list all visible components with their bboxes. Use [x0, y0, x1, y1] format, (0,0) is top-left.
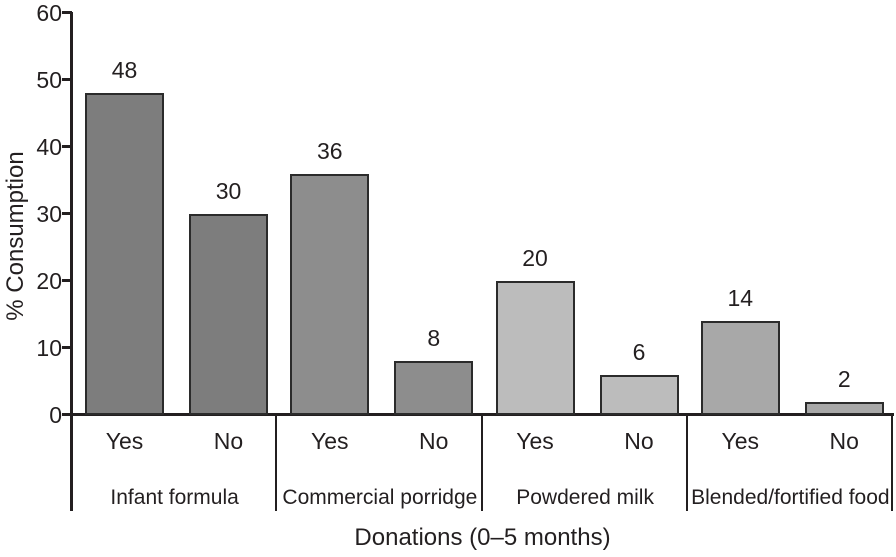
y-tick — [62, 413, 72, 416]
x-axis-line — [70, 413, 894, 416]
bar-value-label: 2 — [837, 366, 851, 392]
bar-value-label: 14 — [727, 285, 754, 311]
group-separator — [891, 415, 893, 511]
bar — [85, 93, 164, 415]
bar-yes-no-label: No — [829, 428, 859, 454]
group-separator — [275, 415, 278, 511]
y-tick-label: 10 — [36, 335, 62, 361]
y-tick-label: 20 — [36, 268, 62, 294]
bar — [599, 375, 679, 415]
bar — [495, 281, 575, 415]
bar-yes-no-label: Yes — [721, 428, 760, 454]
bar — [290, 174, 370, 415]
y-tick-label: 40 — [36, 134, 62, 160]
bar-yes-no-label: No — [419, 428, 449, 454]
y-axis-title: % Consumption — [2, 151, 29, 321]
y-tick-label: 30 — [36, 201, 62, 227]
bar-value-label: 8 — [427, 325, 441, 351]
y-tick — [62, 78, 72, 81]
bar-value-label: 30 — [215, 178, 242, 204]
y-tick — [62, 212, 72, 215]
group-label: Infant formula — [110, 486, 239, 509]
bar — [394, 361, 474, 415]
y-tick — [62, 279, 72, 282]
bar-yes-no-label: Yes — [310, 428, 349, 454]
bar-value-label: 6 — [632, 339, 646, 365]
y-tick-label: 60 — [36, 0, 62, 26]
bar-value-label: 20 — [522, 245, 548, 271]
y-axis-line — [70, 12, 73, 511]
bar-value-label: 48 — [111, 57, 138, 83]
bar — [804, 402, 884, 415]
y-tick — [62, 11, 72, 14]
bar-value-label: 36 — [316, 138, 343, 164]
bar-yes-no-label: No — [624, 428, 654, 454]
bar-yes-no-label: Yes — [516, 428, 554, 454]
bar-yes-no-label: No — [213, 428, 244, 454]
group-separator — [685, 415, 688, 511]
group-label: Commercial porridge — [282, 486, 478, 509]
bar — [189, 214, 268, 415]
bar-yes-no-label: Yes — [105, 428, 144, 454]
group-label: Powdered milk — [516, 486, 654, 509]
y-tick — [62, 346, 72, 349]
bar — [700, 321, 780, 415]
group-label: Blended/fortified food — [691, 486, 890, 509]
y-tick-label: 0 — [49, 402, 62, 428]
y-tick-label: 50 — [36, 67, 62, 93]
group-separator — [480, 415, 483, 511]
y-tick — [62, 145, 72, 148]
x-axis-title: Donations (0–5 months) — [354, 524, 611, 551]
